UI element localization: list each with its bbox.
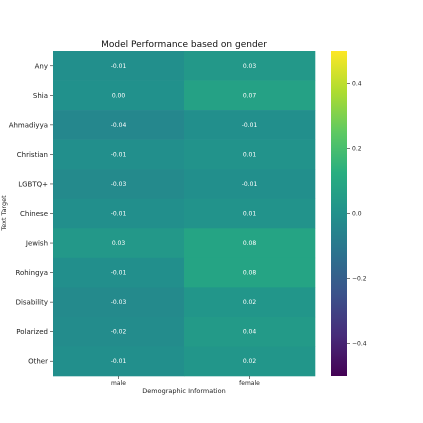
y-tick-label: Christian [17,151,48,159]
heatmap-cell [53,198,185,229]
y-tick-label: Jewish [25,240,48,248]
y-tick-label: LGBTQ+ [18,180,48,188]
colorbar-tick-label: −0.4 [352,341,367,348]
colorbar-tick-label: 0.2 [352,146,362,153]
y-tick-label: Other [28,358,48,366]
cell-value-label: -0.01 [111,151,127,158]
y-tick-label: Chinese [20,210,48,218]
colorbar-ticks: 0.4 0.2 0.0 −0.2 −0.4 [347,81,367,348]
cell-value-label: -0.02 [111,329,127,336]
chart-title: Model Performance based on gender [101,40,267,50]
cell-value-label: -0.04 [111,122,127,129]
x-axis-ticks: male female [111,376,260,387]
y-tick-label: Disability [16,299,48,307]
heatmap-cell [53,316,185,347]
cell-value-label: 0.07 [243,92,257,99]
y-tick-label: Rohingya [15,269,48,277]
colorbar-tick-label: −0.2 [352,276,367,283]
y-tick-label: Shia [33,92,48,100]
cell-value-label: 0.02 [243,358,257,365]
colorbar [331,51,347,376]
heatmap-cell [53,169,185,200]
heatmap-cell [53,228,185,259]
heatmap-cell [53,51,185,81]
heatmap-cell [184,346,316,377]
colorbar-tick-label: 0.4 [352,81,362,88]
cell-value-label: -0.01 [242,122,258,129]
heatmap-cell [184,287,316,318]
cell-value-label: -0.01 [242,181,258,188]
cell-value-label: -0.01 [111,63,127,70]
heatmap-cell [184,139,316,170]
cell-value-label: 0.08 [243,240,257,247]
cell-value-label: -0.03 [111,299,127,306]
y-axis-ticks: Any Shia Ahmadiyya Christian LGBTQ+ Chinese Je… [9,62,53,366]
heatmap-cell [184,80,316,111]
heatmap-cell [53,110,185,140]
y-axis-label: Text Target [0,195,8,232]
heatmap-cell [53,257,185,288]
heatmap-cell [184,257,316,288]
heatmap-cell [184,316,316,347]
cell-value-label: 0.03 [112,240,126,247]
x-tick-label: male [111,380,126,387]
heatmap-cell [184,228,316,259]
cell-value-label: -0.03 [111,181,127,188]
heatmap-cell [184,110,316,140]
cell-value-label: 0.01 [243,151,257,158]
cell-value-label: 0.00 [112,92,126,99]
y-tick-label: Polarized [16,328,48,336]
cell-value-label: 0.01 [243,211,257,218]
cell-value-label: 0.08 [243,270,257,277]
heatmap-cell [184,51,316,81]
cell-value-label: 0.04 [243,329,257,336]
heatmap-cell [53,287,185,318]
colorbar-tick-label: 0.0 [352,211,362,218]
cell-value-label: 0.02 [243,299,257,306]
y-tick-label: Any [35,62,48,70]
cell-value-label: -0.01 [111,270,127,277]
heatmap-cell [184,169,316,200]
y-tick-label: Ahmadiyya [9,121,48,129]
heatmap-cell [53,139,185,170]
cell-value-label: 0.03 [243,63,257,70]
x-tick-label: female [239,380,260,387]
cell-value-label: -0.01 [111,358,127,365]
cell-value-label: -0.01 [111,211,127,218]
heatmap-cell [53,346,185,377]
heatmap-cell [53,80,185,111]
heatmap-cells: -0.01 0.03 0.00 0.07 -0.04 -0.01 -0.01 0.01 -0.0… [53,51,316,377]
heatmap-cell [184,198,316,229]
x-axis-label: Demographic Information [142,387,225,395]
